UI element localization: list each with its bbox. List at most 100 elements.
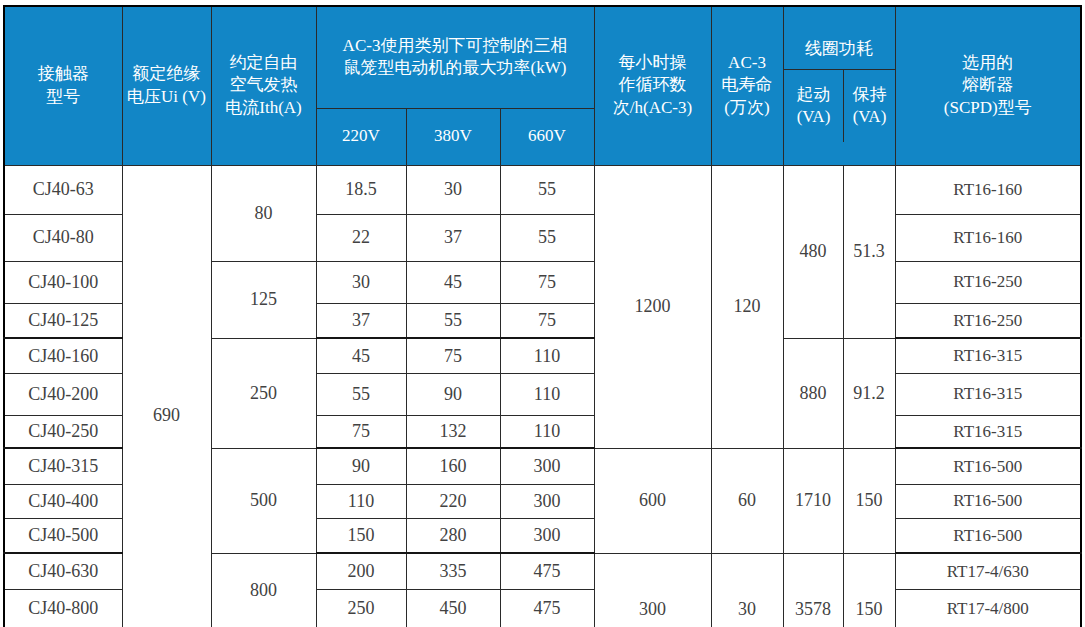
kw-660-cell: 110	[500, 373, 594, 415]
header-model: 接触器 型号	[4, 6, 122, 165]
life-cell: 60	[711, 448, 783, 553]
fuse-cell: RT16-500	[895, 448, 1081, 484]
model-cell: CJ40-80	[4, 214, 122, 261]
kw-220-cell: 18.5	[316, 165, 406, 214]
kw-660-cell: 55	[500, 165, 594, 214]
model-cell: CJ40-250	[4, 415, 122, 448]
model-cell: CJ40-200	[4, 373, 122, 415]
kw-380-cell: 220	[406, 484, 500, 518]
kw-220-cell: 75	[316, 415, 406, 448]
fuse-cell: RT16-250	[895, 303, 1081, 338]
fuse-cell: RT16-500	[895, 518, 1081, 553]
coil-start-cell: 880	[783, 338, 843, 448]
ith-cell: 125	[211, 261, 316, 338]
header-kw-380v: 380V	[406, 108, 500, 165]
fuse-cell: RT17-4/800	[895, 589, 1081, 627]
coil-hold-cell: 150	[843, 448, 895, 553]
kw-660-cell: 75	[500, 303, 594, 338]
model-cell: CJ40-630	[4, 553, 122, 589]
header-kw-220v: 220V	[316, 108, 406, 165]
kw-220-cell: 150	[316, 518, 406, 553]
kw-660-cell: 475	[500, 553, 594, 589]
header-coil-power-group: 线圈功耗 起动 (VA) 保持 (VA)	[783, 6, 895, 165]
header-coil-hold: 保持 (VA)	[844, 70, 894, 142]
header-row-1: 接触器 型号 额定绝缘 电压Ui (V) 约定自由 空气发热 电流Ith(A) …	[4, 6, 1081, 108]
kw-380-cell: 90	[406, 373, 500, 415]
model-cell: CJ40-315	[4, 448, 122, 484]
header-kw-group: AC-3使用类别下可控制的三相 鼠笼型电动机的最大功率(kW)	[316, 6, 594, 108]
kw-220-cell: 110	[316, 484, 406, 518]
kw-380-cell: 75	[406, 338, 500, 373]
ops-cell: 600	[594, 448, 711, 553]
kw-380-cell: 335	[406, 553, 500, 589]
model-cell: CJ40-400	[4, 484, 122, 518]
header-rated-voltage: 额定绝缘 电压Ui (V)	[122, 6, 211, 165]
coil-hold-cell: 51.3	[843, 165, 895, 338]
kw-660-cell: 300	[500, 448, 594, 484]
header-operating-cycles: 每小时操 作循环数 次/h(AC-3)	[594, 6, 711, 165]
kw-380-cell: 55	[406, 303, 500, 338]
table-body: CJ40-63 690 80 18.5 30 55 1200 120 480 5…	[4, 165, 1081, 627]
ith-cell: 500	[211, 448, 316, 553]
header-coil-start: 起动 (VA)	[784, 70, 845, 142]
fuse-cell: RT16-500	[895, 484, 1081, 518]
coil-start-cell: 480	[783, 165, 843, 338]
kw-660-cell: 300	[500, 518, 594, 553]
ops-cell: 1200	[594, 165, 711, 448]
kw-220-cell: 37	[316, 303, 406, 338]
ith-cell: 800	[211, 553, 316, 627]
kw-220-cell: 55	[316, 373, 406, 415]
coil-power-subheaders: 起动 (VA) 保持 (VA)	[784, 70, 895, 142]
header-electrical-life: AC-3 电寿命 (万次)	[711, 6, 783, 165]
header-fuse: 选用的 熔断器 (SCPD)型号	[895, 6, 1081, 165]
kw-220-cell: 200	[316, 553, 406, 589]
coil-hold-cell: 91.2	[843, 338, 895, 448]
kw-380-cell: 160	[406, 448, 500, 484]
fuse-cell: RT17-4/630	[895, 553, 1081, 589]
kw-660-cell: 300	[500, 484, 594, 518]
kw-380-cell: 450	[406, 589, 500, 627]
coil-start-cell: 3578	[783, 553, 843, 627]
kw-220-cell: 45	[316, 338, 406, 373]
fuse-cell: RT16-160	[895, 165, 1081, 214]
model-cell: CJ40-100	[4, 261, 122, 303]
kw-220-cell: 22	[316, 214, 406, 261]
kw-660-cell: 75	[500, 261, 594, 303]
voltage-cell: 690	[122, 165, 211, 627]
kw-380-cell: 45	[406, 261, 500, 303]
contactor-spec-table: 接触器 型号 额定绝缘 电压Ui (V) 约定自由 空气发热 电流Ith(A) …	[3, 5, 1082, 627]
fuse-cell: RT16-315	[895, 415, 1081, 448]
kw-380-cell: 132	[406, 415, 500, 448]
kw-220-cell: 90	[316, 448, 406, 484]
model-cell: CJ40-160	[4, 338, 122, 373]
kw-660-cell: 475	[500, 589, 594, 627]
fuse-cell: RT16-160	[895, 214, 1081, 261]
model-cell: CJ40-500	[4, 518, 122, 553]
fuse-cell: RT16-250	[895, 261, 1081, 303]
kw-660-cell: 110	[500, 338, 594, 373]
fuse-cell: RT16-315	[895, 338, 1081, 373]
ith-cell: 80	[211, 165, 316, 261]
coil-power-header-wrap: 线圈功耗 起动 (VA) 保持 (VA)	[784, 30, 895, 142]
kw-660-cell: 110	[500, 415, 594, 448]
header-thermal-current: 约定自由 空气发热 电流Ith(A)	[211, 6, 316, 165]
ops-cell: 300	[594, 553, 711, 627]
model-cell: CJ40-125	[4, 303, 122, 338]
fuse-cell: RT16-315	[895, 373, 1081, 415]
ith-cell: 250	[211, 338, 316, 448]
kw-220-cell: 30	[316, 261, 406, 303]
life-cell: 30	[711, 553, 783, 627]
kw-380-cell: 37	[406, 214, 500, 261]
kw-660-cell: 55	[500, 214, 594, 261]
coil-hold-cell: 150	[843, 553, 895, 627]
header-coil-power-title: 线圈功耗	[784, 30, 895, 70]
kw-380-cell: 30	[406, 165, 500, 214]
table-header: 接触器 型号 额定绝缘 电压Ui (V) 约定自由 空气发热 电流Ith(A) …	[4, 6, 1081, 165]
kw-220-cell: 250	[316, 589, 406, 627]
kw-380-cell: 280	[406, 518, 500, 553]
model-cell: CJ40-800	[4, 589, 122, 627]
coil-start-cell: 1710	[783, 448, 843, 553]
contactor-spec-table-page: 接触器 型号 额定绝缘 电压Ui (V) 约定自由 空气发热 电流Ith(A) …	[0, 0, 1085, 627]
header-kw-660v: 660V	[500, 108, 594, 165]
life-cell: 120	[711, 165, 783, 448]
